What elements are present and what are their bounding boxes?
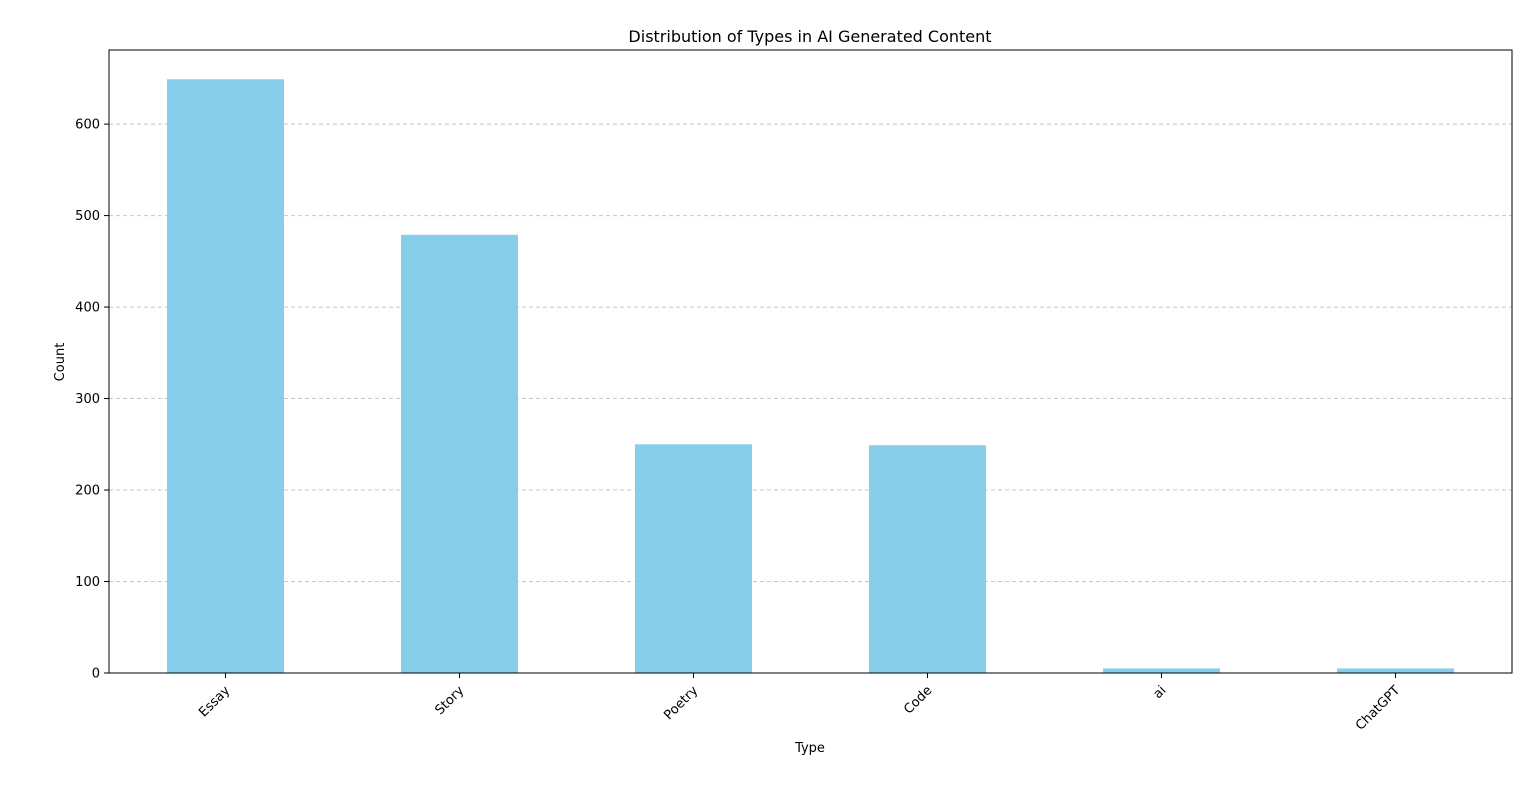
x-tick-label: ai — [1151, 683, 1170, 702]
chart-title: Distribution of Types in AI Generated Co… — [628, 27, 991, 46]
y-axis-ticks: 0 100 200 300 400 500 600 — [75, 118, 109, 682]
y-tick-label: 500 — [75, 209, 100, 224]
x-tick-label: Poetry — [661, 683, 701, 723]
y-axis-label: Count — [53, 343, 68, 382]
x-tick-label: Essay — [196, 683, 233, 720]
y-tick-label: 0 — [92, 667, 100, 682]
y-tick-label: 300 — [75, 392, 100, 407]
bar-poetry — [635, 444, 752, 673]
bar-chatgpt — [1337, 668, 1454, 673]
plot-frame — [108, 49, 1513, 674]
y-tick-label: 100 — [75, 575, 100, 590]
y-tick-label: 200 — [75, 484, 100, 499]
bar-ai — [1103, 668, 1220, 673]
x-axis-label: Type — [794, 741, 825, 756]
bars — [167, 79, 1454, 673]
bar-code — [869, 445, 986, 673]
x-tick-label: Code — [901, 683, 935, 717]
x-tick-label: Story — [432, 683, 467, 718]
x-tick-label: ChatGPT — [1353, 683, 1403, 733]
x-axis-ticks: Essay Story Poetry Code ai ChatGPT — [196, 673, 1403, 734]
bar-essay — [167, 79, 284, 673]
y-tick-label: 400 — [75, 301, 100, 316]
y-tick-label: 600 — [75, 118, 100, 133]
grid-lines — [109, 123, 1512, 583]
bar-story — [401, 234, 518, 673]
